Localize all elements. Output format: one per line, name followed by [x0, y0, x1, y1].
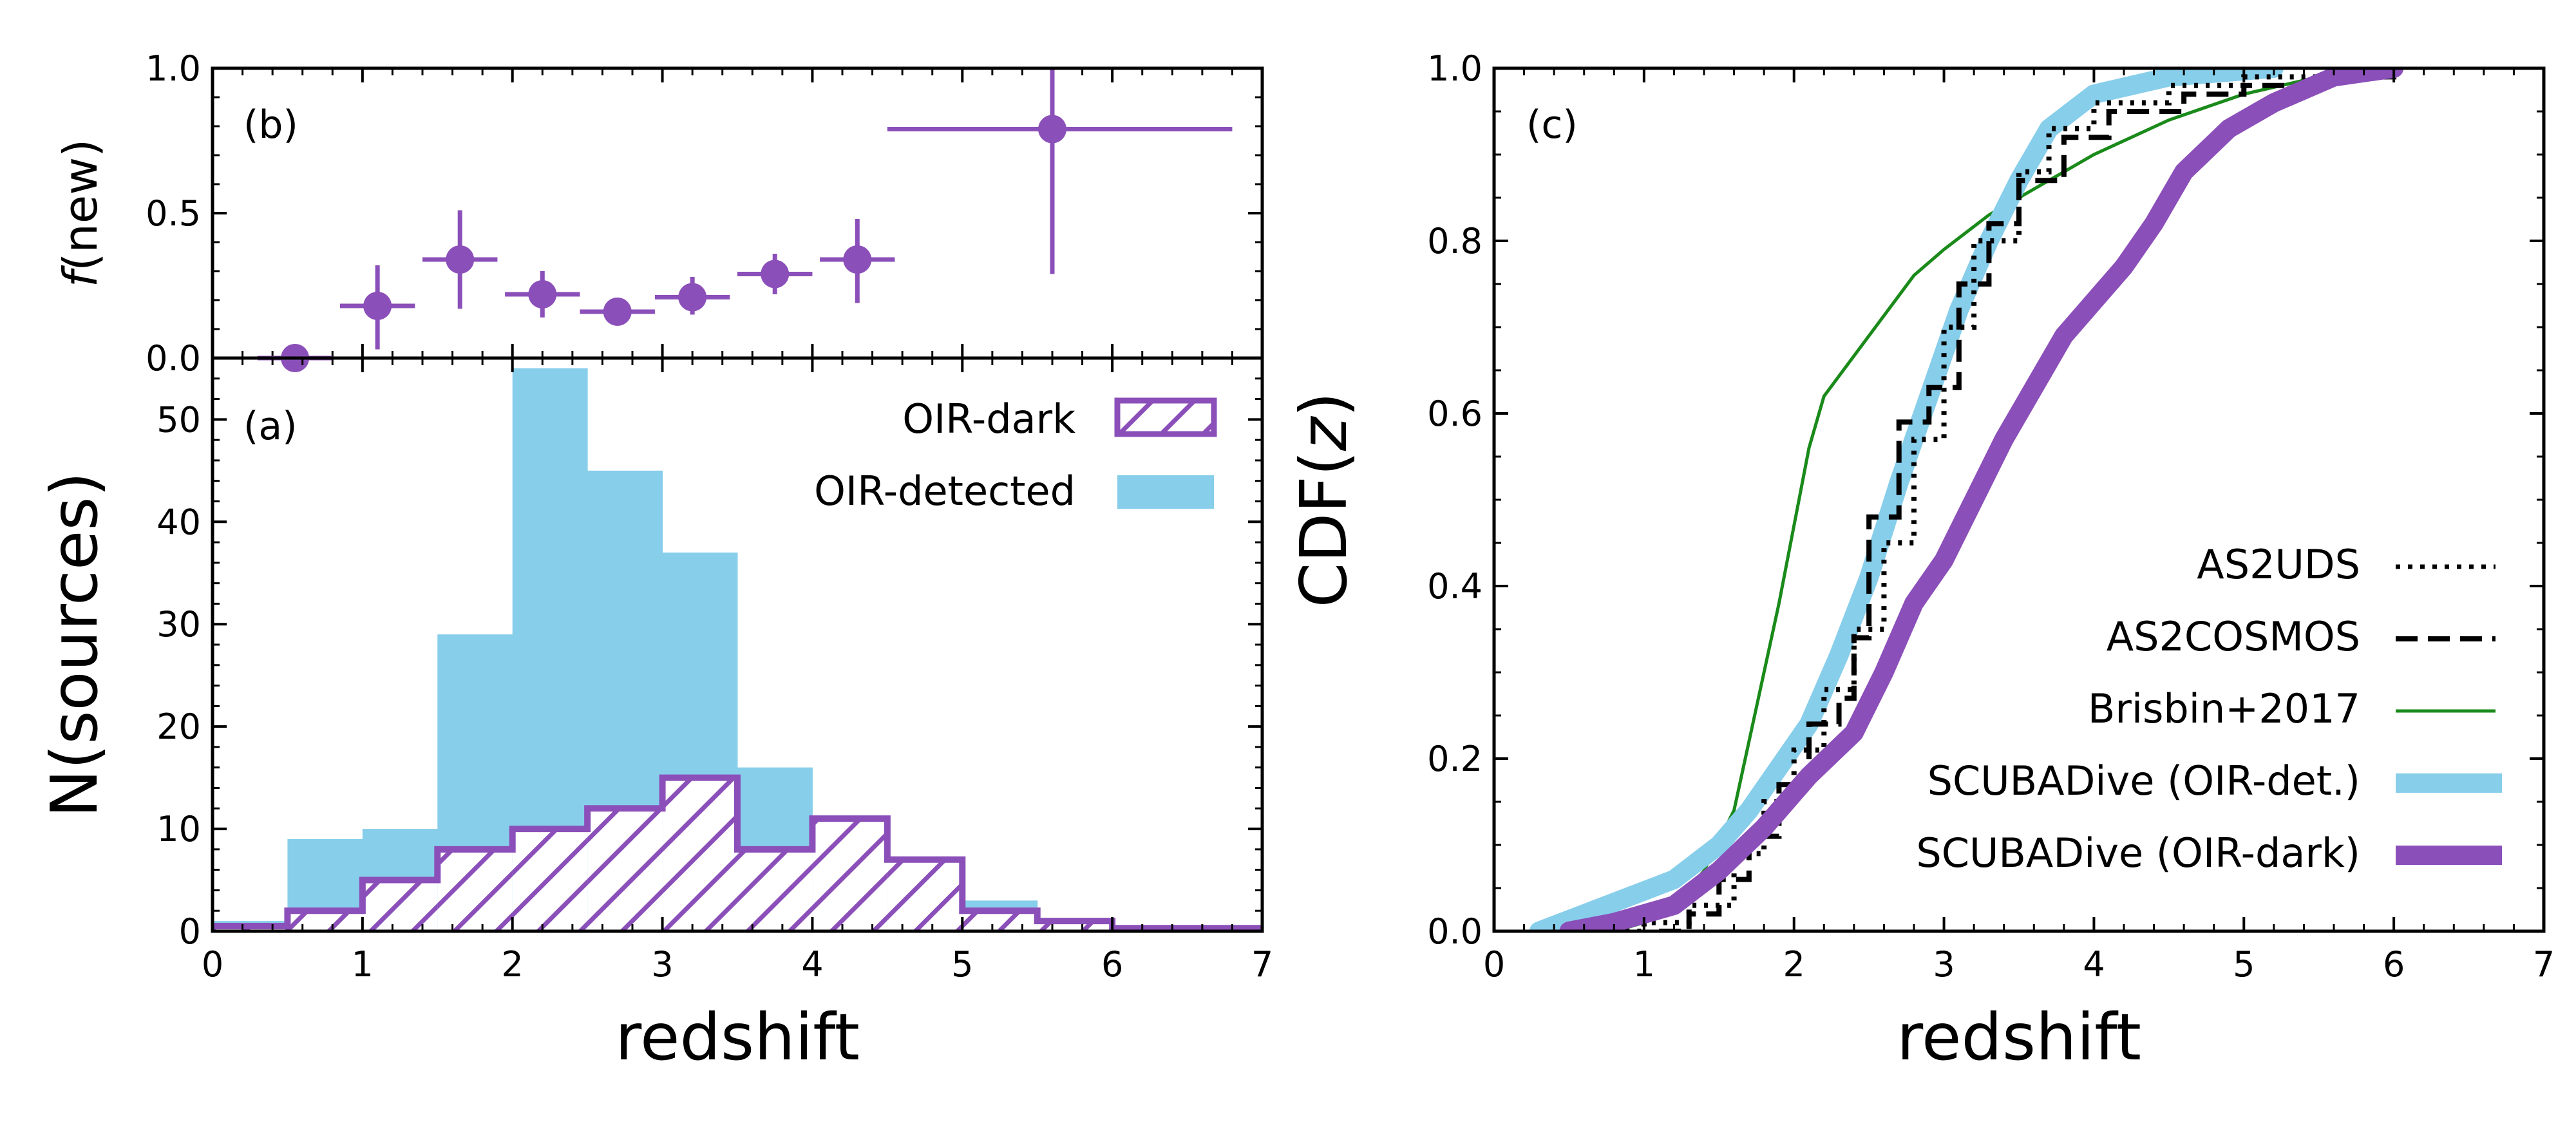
- oir-dark-bar-3: [437, 849, 513, 931]
- panel-a-xtick-label-3: 3: [651, 944, 673, 985]
- panel-c-legend: AS2UDS AS2COSMOS Brisbin+2017 SCUBADive …: [1916, 541, 2502, 876]
- oir-dark-bar-7: [737, 849, 813, 931]
- oir-dark-bar-9: [887, 859, 963, 931]
- panel-a-xtick-label-4: 4: [801, 944, 823, 985]
- legend-as2cosmos-label: AS2COSMOS: [2107, 613, 2360, 660]
- oir-dark-outline: [213, 774, 1262, 931]
- panel-a-ytick-label-4: 40: [156, 502, 201, 542]
- panel-a-legend: OIR-dark OIR-detected: [814, 395, 1217, 515]
- panel-b-ytick-label-2: 1.0: [146, 48, 201, 89]
- panel-a-xtick-label-1: 1: [352, 944, 374, 985]
- cdf-line-as2uds: [1614, 68, 2397, 931]
- fnew-point-1: [363, 292, 392, 320]
- panel-c-lines: [1529, 68, 2404, 931]
- panel-c-ylabel: CDF(z): [1286, 392, 1361, 608]
- oir-dark-bar-5: [587, 808, 663, 931]
- panel-a-xtick-label-0: 0: [202, 944, 223, 985]
- oir-dark-bar-6: [662, 777, 737, 931]
- panel-a-xtick-label-6: 6: [1101, 944, 1123, 985]
- panel-a-label: (a): [243, 404, 298, 449]
- legend-as2uds-label: AS2UDS: [2197, 541, 2360, 588]
- panel-b-label: (b): [243, 102, 298, 147]
- panel-c-xtick-label-0: 0: [1483, 944, 1505, 985]
- fnew-point-7: [843, 245, 872, 274]
- legend-oir-dark-label: OIR-dark: [902, 395, 1075, 442]
- panel-c-ytick-label-3: 0.6: [1427, 393, 1482, 434]
- panel-a-ytick-label-0: 0: [179, 911, 201, 952]
- panel-c-xtick-label-1: 1: [1633, 944, 1655, 985]
- panel-c-xtick-label-2: 2: [1783, 944, 1805, 985]
- oir-dark-bar-4: [512, 829, 588, 931]
- panel-c: 0 1 2 3 4 5 6 7 0.0 0.2 0.4 0.6 0.8 1.0 (c) CDF(z) re…: [1286, 48, 2555, 1075]
- panel-c-ytick-label-4: 0.8: [1427, 221, 1482, 261]
- panel-a-xtick-label-2: 2: [502, 944, 524, 985]
- panel-b-points: [257, 68, 1233, 372]
- legend-oir-dark-swatch: [1114, 397, 1217, 437]
- panel-a: 0 1 2 3 4 5 6 7 0 10 20 30 40 50 (a) N(sources) redsh…: [37, 356, 1273, 1075]
- panel-c-ytick-label-2: 0.4: [1427, 566, 1482, 607]
- panel-b: 0.0 0.5 1.0 (b) f(new): [53, 48, 1264, 379]
- panel-b-ticks: 0.0 0.5 1.0: [146, 48, 1264, 379]
- panel-a-ytick-label-3: 30: [156, 604, 201, 645]
- fnew-point-6: [761, 260, 790, 289]
- legend-oir-detected-label: OIR-detected: [814, 468, 1075, 515]
- oir-dark-bar-10: [962, 911, 1037, 931]
- fnew-point-4: [603, 298, 632, 326]
- panel-a-ticks: 0 1 2 3 4 5 6 7 0 10 20 30 40 50: [156, 358, 1273, 985]
- fnew-point-2: [446, 245, 475, 274]
- panel-c-xtick-label-5: 5: [2233, 944, 2255, 985]
- panel-c-ytick-label-1: 0.2: [1427, 739, 1482, 779]
- panel-a-ytick-label-5: 50: [156, 399, 201, 440]
- panel-c-label: (c): [1526, 102, 1578, 147]
- panel-c-ticks: 0 1 2 3 4 5 6 7 0.0 0.2 0.4 0.6 0.8 1.0: [1427, 48, 2555, 985]
- panel-a-xtick-label-5: 5: [951, 944, 973, 985]
- oir-dark-bar-2: [362, 880, 438, 931]
- oir-dark-bar-1: [287, 911, 363, 931]
- fnew-point-5: [678, 283, 707, 312]
- panel-a-ytick-label-1: 10: [156, 809, 201, 849]
- panel-c-xlabel: redshift: [1897, 999, 2141, 1075]
- panel-c-frame: [1492, 66, 2546, 933]
- panel-b-ytick-label-1: 0.5: [146, 193, 201, 234]
- legend-scubadive-dark-label: SCUBADive (OIR-dark): [1916, 829, 2360, 876]
- panel-b-ytick-label-0: 0.0: [146, 338, 201, 379]
- panel-c-xtick-label-4: 4: [2083, 944, 2105, 985]
- panel-a-ytick-label-2: 20: [156, 706, 201, 747]
- fnew-point-8: [1038, 115, 1066, 144]
- panel-b-ylabel: f(new): [53, 139, 108, 287]
- panel-c-xtick-label-6: 6: [2383, 944, 2405, 985]
- panel-a-xlabel: redshift: [615, 999, 860, 1075]
- cdf-line-scubadive-oir-dark: [1559, 68, 2404, 931]
- legend-brisbin-label: Brisbin+2017: [2088, 685, 2360, 732]
- panel-a-xtick-label-7: 7: [1251, 944, 1273, 985]
- legend-scubadive-det-label: SCUBADive (OIR-det.): [1927, 757, 2360, 804]
- panel-c-ytick-label-5: 1.0: [1427, 48, 1482, 89]
- panel-a-ylabel: N(sources): [37, 471, 112, 817]
- panel-a-frame: [211, 356, 1264, 933]
- panel-c-xtick-label-3: 3: [1933, 944, 1955, 985]
- panel-c-ytick-label-0: 0.0: [1427, 911, 1482, 952]
- oir-dark-bar-8: [812, 819, 887, 931]
- fnew-point-3: [528, 280, 557, 308]
- legend-oir-detected-swatch: [1117, 475, 1214, 509]
- panel-c-xtick-label-7: 7: [2533, 944, 2555, 985]
